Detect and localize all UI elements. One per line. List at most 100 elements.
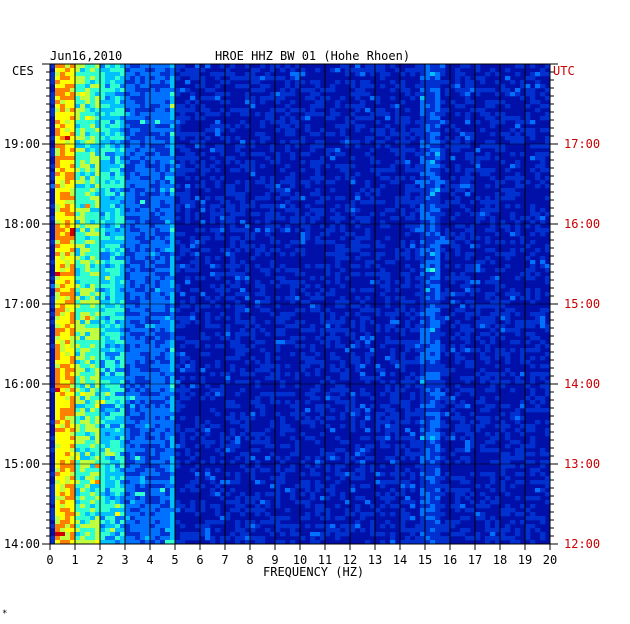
heatmap-cell [130,148,136,153]
heatmap-cell [55,144,61,149]
heatmap-cell [170,176,176,181]
heatmap-cell [105,328,111,333]
heatmap-cell [150,200,156,205]
heatmap-cell [480,340,486,345]
heatmap-cell [345,372,351,377]
heatmap-cell [495,348,501,353]
heatmap-cell [290,208,296,213]
heatmap-cell [155,152,161,157]
heatmap-cell [325,88,331,93]
heatmap-cell [195,304,201,309]
heatmap-cell [330,312,336,317]
heatmap-cell [315,396,321,401]
heatmap-cell [330,380,336,385]
heatmap-cell [415,340,421,345]
heatmap-cell [125,380,131,385]
heatmap-cell [345,404,351,409]
heatmap-cell [90,68,96,73]
heatmap-cell [135,76,141,81]
heatmap-cell [80,128,86,133]
heatmap-cell [250,104,256,109]
heatmap-cell [195,384,201,389]
heatmap-cell [100,356,106,361]
heatmap-cell [135,284,141,289]
heatmap-cell [520,120,526,125]
heatmap-cell [435,304,441,309]
heatmap-cell [150,180,156,185]
heatmap-cell [335,216,341,221]
heatmap-cell [100,408,106,413]
heatmap-cell [165,116,171,121]
heatmap-cell [140,152,146,157]
heatmap-cell [425,172,431,177]
heatmap-cell [360,236,366,241]
heatmap-cell [490,380,496,385]
heatmap-cell [90,176,96,181]
heatmap-cell [70,312,76,317]
heatmap-cell [170,116,176,121]
heatmap-cell [115,240,121,245]
heatmap-cell [80,220,86,225]
heatmap-cell [495,192,501,197]
heatmap-cell [505,168,511,173]
heatmap-cell [375,144,381,149]
heatmap-cell [150,252,156,257]
heatmap-cell [385,236,391,241]
heatmap-cell [315,336,321,341]
heatmap-cell [415,292,421,297]
heatmap-cell [225,336,231,341]
heatmap-cell [110,336,116,341]
heatmap-cell [160,208,166,213]
heatmap-cell [365,232,371,237]
heatmap-cell [125,124,131,129]
heatmap-cell [190,360,196,365]
heatmap-cell [110,376,116,381]
heatmap-cell [425,116,431,121]
heatmap-cell [510,196,516,201]
heatmap-cell [470,280,476,285]
heatmap-cell [50,112,56,117]
heatmap-cell [170,168,176,173]
heatmap-cell [370,200,376,205]
heatmap-cell [200,104,206,109]
heatmap-cell [100,400,106,405]
heatmap-cell [505,68,511,73]
heatmap-cell [295,220,301,225]
heatmap-cell [155,136,161,141]
heatmap-cell [150,308,156,313]
heatmap-cell [530,156,536,161]
heatmap-cell [430,248,436,253]
heatmap-cell [135,212,141,217]
heatmap-cell [440,332,446,337]
heatmap-cell [340,96,346,101]
heatmap-cell [55,200,61,205]
heatmap-cell [145,84,151,89]
heatmap-cell [60,136,66,141]
heatmap-cell [515,88,521,93]
heatmap-cell [350,352,356,357]
heatmap-cell [185,320,191,325]
heatmap-cell [115,72,121,77]
heatmap-cell [450,216,456,221]
heatmap-cell [425,208,431,213]
heatmap-cell [115,360,121,365]
heatmap-cell [90,340,96,345]
heatmap-cell [330,328,336,333]
heatmap-cell [430,72,436,77]
heatmap-cell [85,264,91,269]
heatmap-cell [75,204,81,209]
heatmap-cell [165,284,171,289]
heatmap-cell [255,292,261,297]
heatmap-cell [155,416,161,421]
heatmap-cell [160,204,166,209]
heatmap-cell [120,72,126,77]
heatmap-cell [80,152,86,157]
heatmap-cell [435,112,441,117]
heatmap-cell [465,180,471,185]
heatmap-cell [420,172,426,177]
heatmap-cell [145,288,151,293]
heatmap-cell [105,304,111,309]
heatmap-cell [165,348,171,353]
heatmap-cell [500,160,506,165]
heatmap-cell [100,312,106,317]
